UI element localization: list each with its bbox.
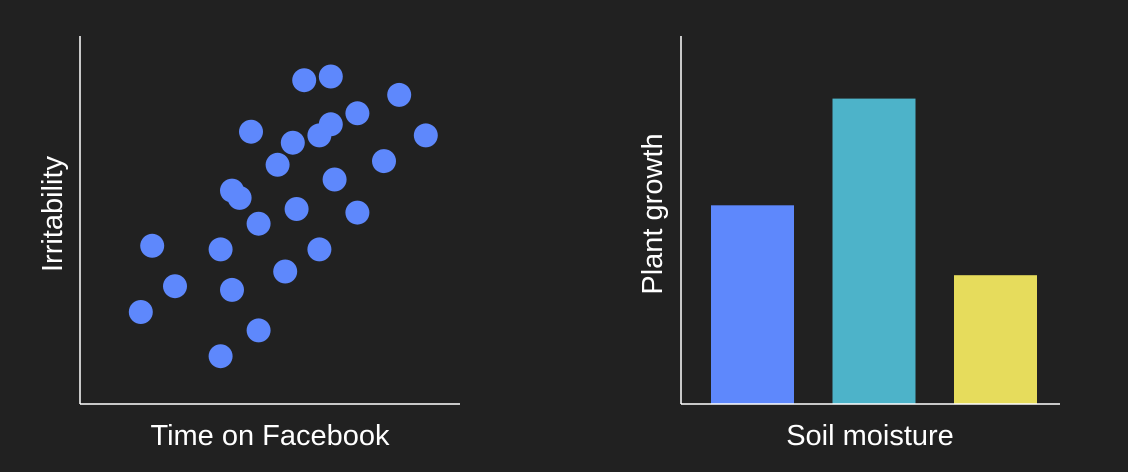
- bar-1: [711, 205, 794, 404]
- scatter-point-9: [246, 318, 271, 343]
- scatter-point-14: [284, 197, 309, 221]
- scatter-point-10: [246, 211, 271, 236]
- scatter-point-11: [239, 119, 263, 144]
- scatter-point-26: [413, 123, 438, 148]
- scatter-point-22: [345, 200, 370, 225]
- scatter-point-19: [318, 112, 343, 137]
- scatter-points: [128, 64, 438, 369]
- scatter-point-2: [140, 233, 165, 258]
- bar-2: [832, 98, 916, 404]
- bar-3: [954, 275, 1037, 404]
- bar-x-axis-title: Soil moisture: [786, 420, 954, 452]
- scatter-point-13: [273, 259, 298, 284]
- scatter-point-1: [128, 300, 153, 324]
- bar-chart: Soil moisture Plant growth: [637, 36, 1060, 452]
- scatter-point-17: [307, 237, 332, 262]
- scatter-point-8: [227, 185, 252, 210]
- scatter-chart: Time on Facebook Irritability: [37, 36, 460, 452]
- scatter-point-21: [322, 167, 347, 192]
- scatter-x-axis-title: Time on Facebook: [150, 420, 390, 452]
- bar-y-axis-title: Plant growth: [637, 133, 669, 294]
- scatter-point-15: [280, 130, 305, 155]
- scatter-point-23: [345, 101, 370, 126]
- scatter-point-3: [163, 274, 187, 299]
- scatter-point-25: [387, 82, 412, 107]
- scatter-point-6: [220, 277, 244, 302]
- scatter-point-20: [318, 64, 343, 89]
- scatter-point-16: [292, 68, 317, 93]
- scatter-point-5: [208, 237, 233, 262]
- bar-marks: [711, 98, 1037, 404]
- scatter-point-4: [208, 344, 233, 369]
- scatter-y-axis-title: Irritability: [37, 155, 69, 272]
- scatter-point-24: [372, 149, 396, 174]
- scatter-point-12: [265, 152, 290, 177]
